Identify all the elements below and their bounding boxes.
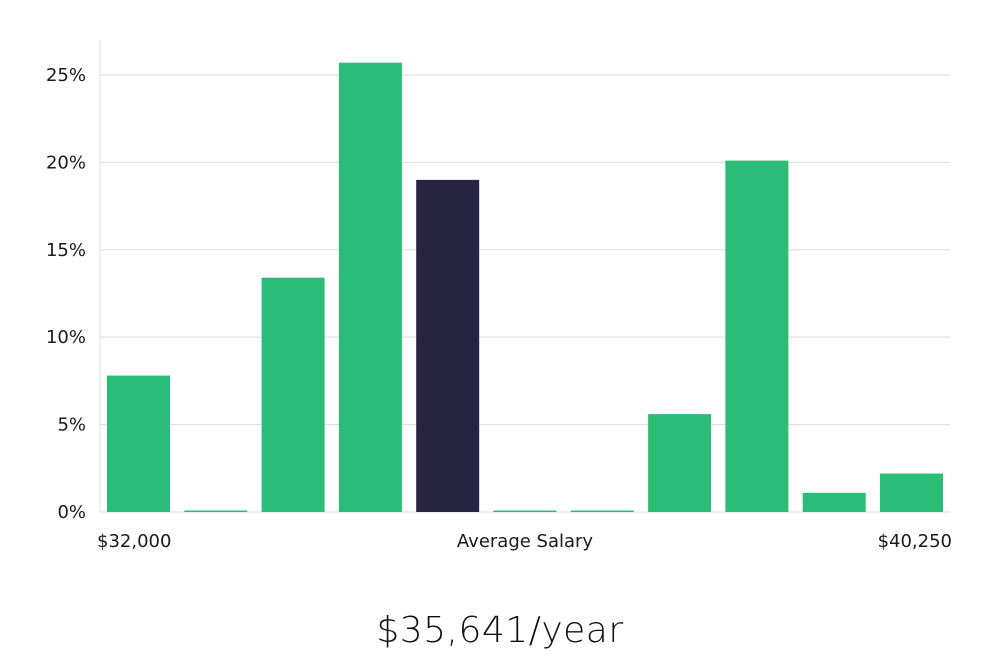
bar [648, 414, 712, 512]
y-tick-label: 5% [57, 415, 86, 436]
y-axis-ticks: 0% 5% 10% 15% 20% 25% [46, 65, 86, 523]
x-axis-left-label: $32,000 [97, 531, 171, 552]
bar [261, 277, 325, 512]
x-axis-right-label: $40,250 [878, 531, 952, 552]
bar-highlight [416, 179, 480, 512]
bar [338, 62, 402, 512]
y-tick-label: 25% [46, 65, 86, 86]
bar [107, 375, 170, 512]
y-tick-label: 10% [46, 327, 86, 348]
x-axis-center-label: Average Salary [457, 531, 594, 552]
y-tick-label: 20% [46, 152, 86, 173]
bar [493, 510, 557, 512]
bar [570, 510, 634, 512]
bars [107, 62, 943, 512]
salary-distribution-chart: 0%5%10%15%20%25% $32,000 Average Salary … [46, 40, 952, 552]
grid-lines [100, 74, 950, 513]
average-salary-value: $35,641/year [376, 610, 624, 651]
bar [725, 160, 789, 512]
bar [184, 510, 248, 512]
y-tick-label: 0% [57, 502, 86, 523]
bar [880, 473, 943, 512]
bar [802, 492, 866, 512]
y-tick-label: 15% [46, 240, 86, 261]
